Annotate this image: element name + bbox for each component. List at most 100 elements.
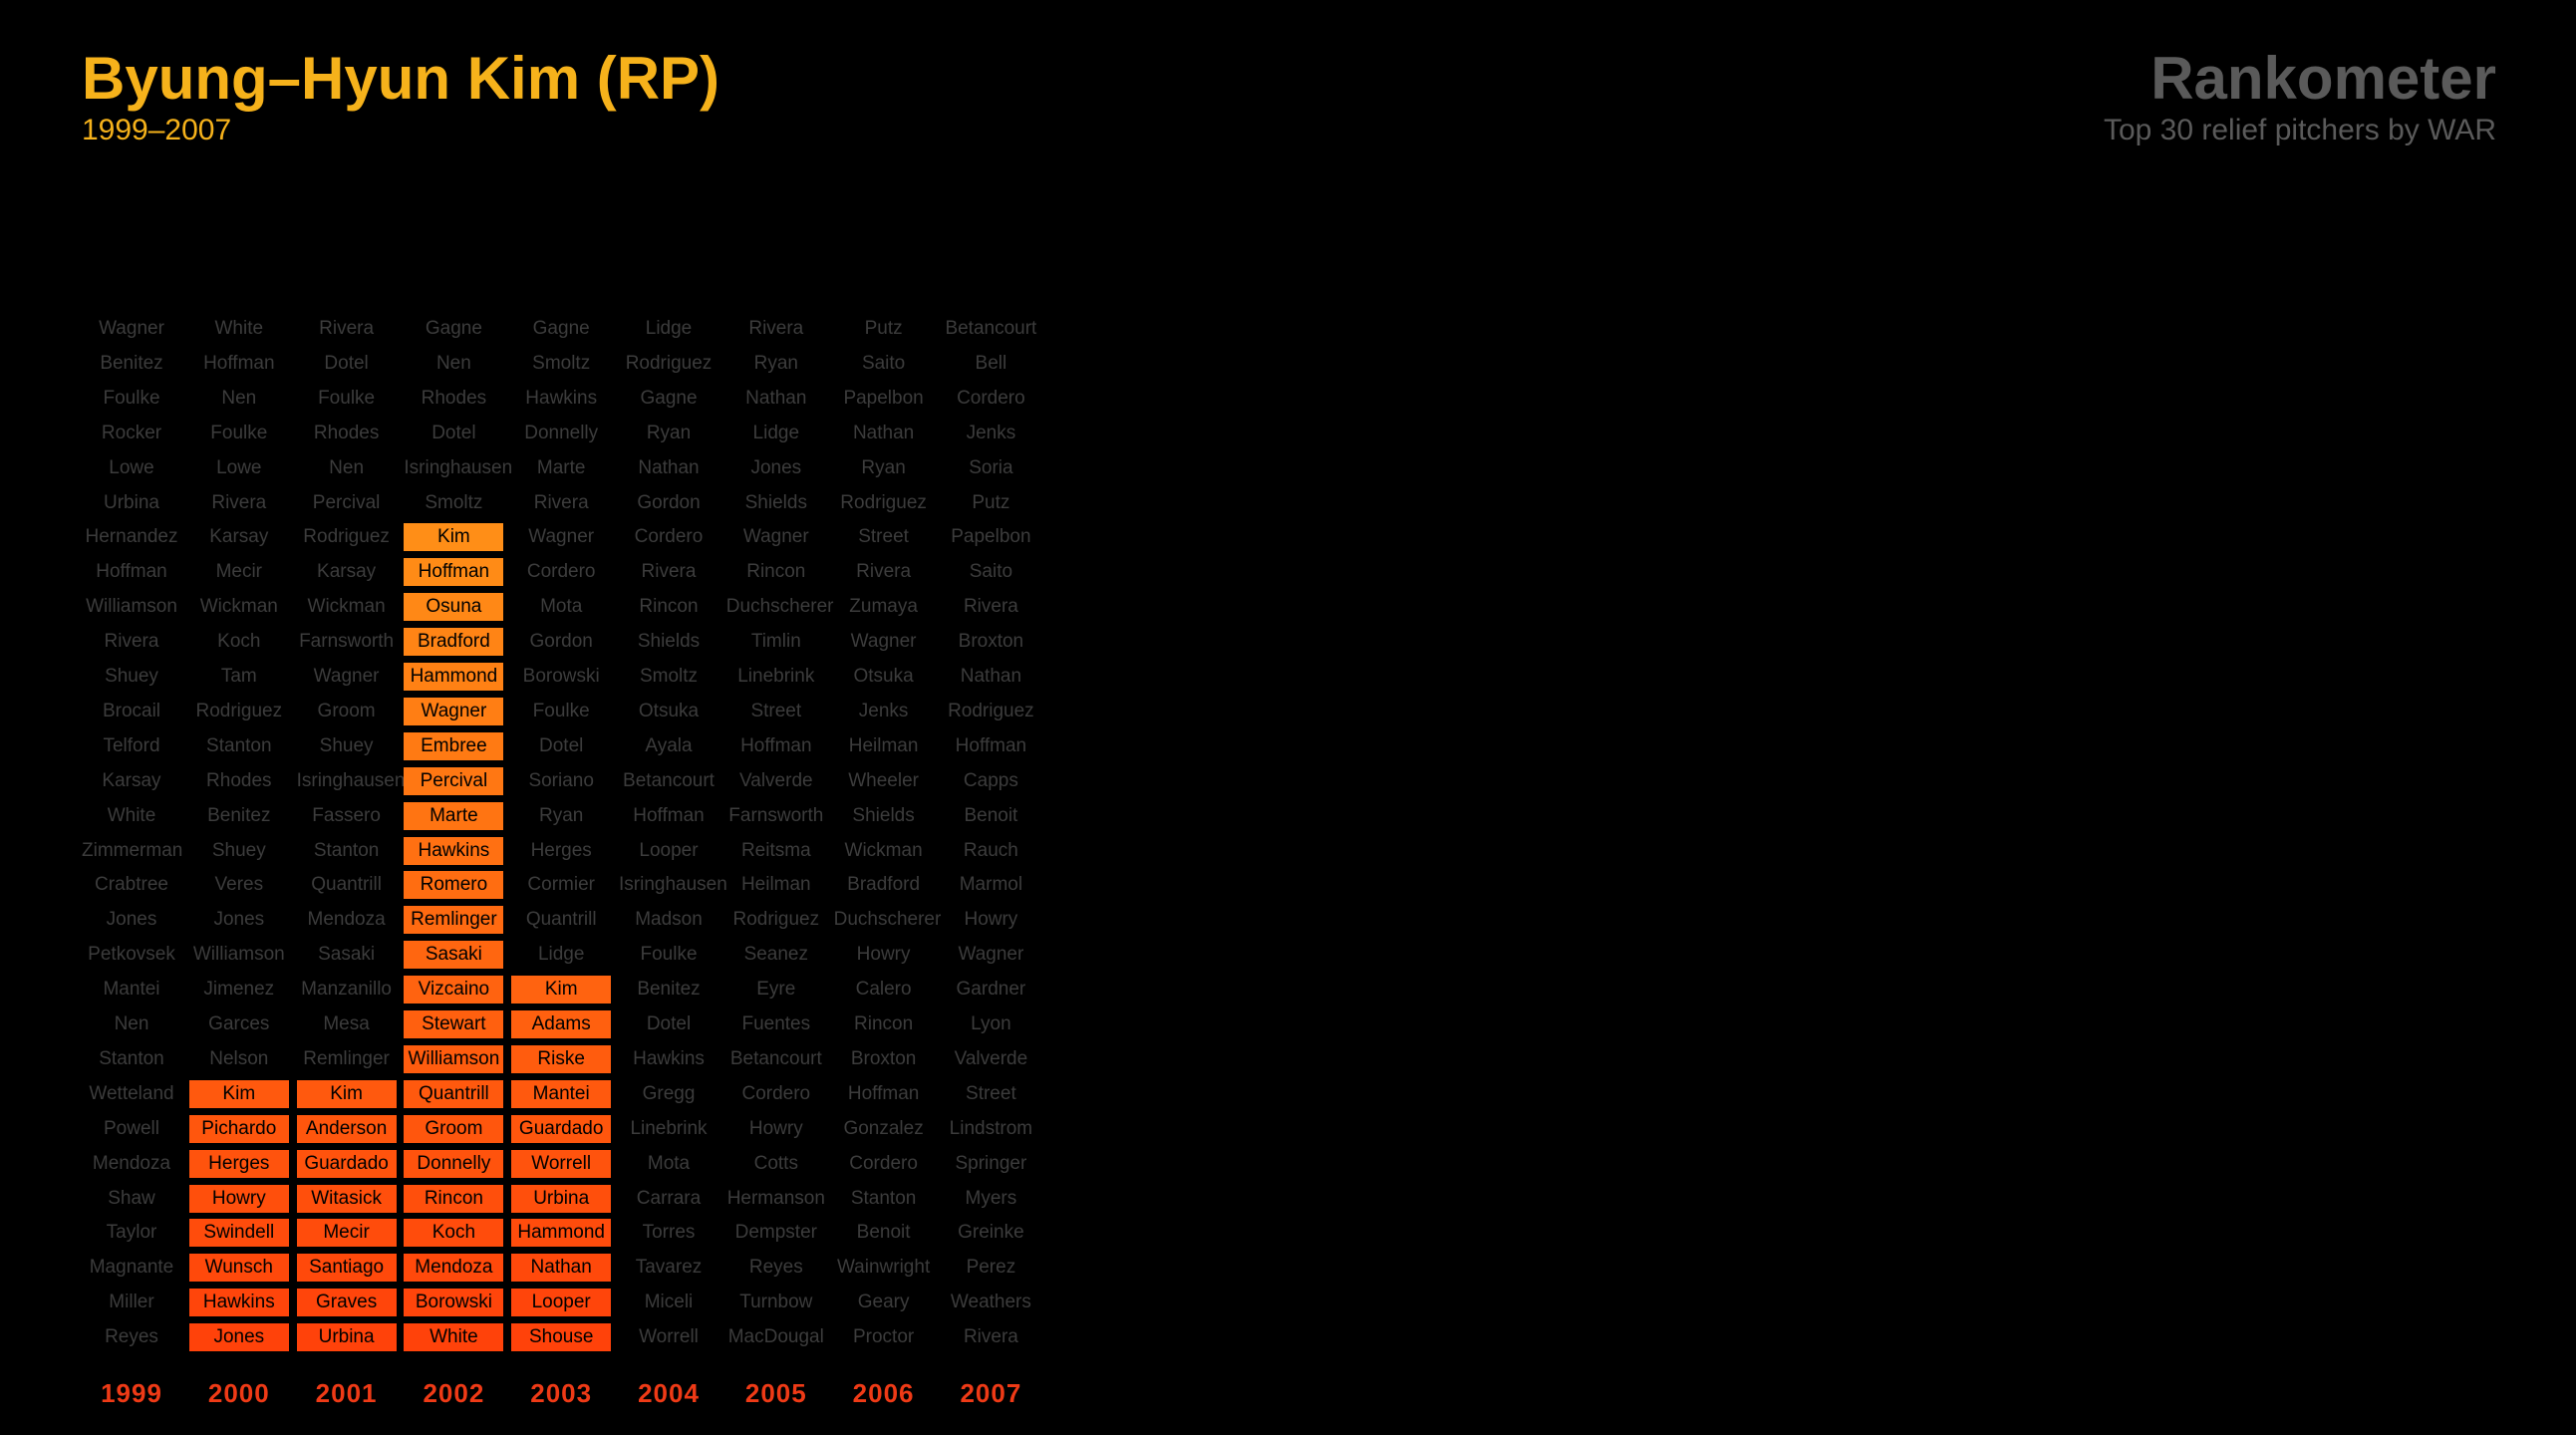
player-rank-cell: Rodriguez (303, 526, 390, 548)
player-rank-cell: Nathan (852, 422, 915, 443)
player-rank-cell: Lindstrom (949, 1117, 1033, 1139)
player-rank-cell: Hoffman (847, 1082, 920, 1104)
highlighted-player-cell: Kim (404, 523, 504, 552)
player-rank-cell: Foulke (210, 422, 268, 443)
player-rank-cell: Benitez (100, 352, 163, 374)
player-rank-cell: Cordero (526, 561, 596, 583)
player-rank-cell: Dotel (646, 1013, 692, 1034)
player-rank-cell: Stanton (206, 734, 272, 756)
player-rank-cell: Rincon (639, 596, 699, 618)
player-rank-cell: Rauch (963, 839, 1018, 861)
highlighted-player-cell: Riske (511, 1044, 612, 1073)
highlighted-player-cell: Swindell (188, 1219, 289, 1248)
highlighted-player-cell: Hammond (511, 1219, 612, 1248)
player-rank-cell: Howry (856, 944, 911, 966)
highlighted-player-cell: Sasaki (404, 941, 504, 970)
player-rank-cell: Foulke (532, 700, 590, 721)
player-rank-cell: Gardner (956, 979, 1026, 1001)
player-rank-cell: Dotel (431, 422, 476, 443)
player-rank-cell: Nathan (745, 387, 807, 409)
player-rank-cell: Rincon (854, 1013, 914, 1034)
player-rank-cell: Rivera (963, 1326, 1018, 1348)
player-rank-cell: Eyre (756, 979, 796, 1001)
player-rank-cell: Jones (106, 909, 157, 931)
highlighted-player-cell: Marte (404, 801, 504, 830)
player-rank-cell: Street (966, 1082, 1016, 1104)
player-rank-cell: Jones (750, 456, 802, 478)
player-rank-cell: Betancourt (729, 1047, 822, 1069)
player-rank-cell: Hernandez (85, 526, 178, 548)
player-rank-cell: Duchscherer (833, 909, 942, 931)
player-rank-cell: Mantei (103, 979, 160, 1001)
player-rank-cell: Wetteland (89, 1082, 174, 1104)
highlighted-player-cell: Rincon (404, 1184, 504, 1213)
year-label: 2000 (207, 1378, 270, 1408)
player-rank-cell: Lidge (645, 318, 693, 339)
player-rank-cell: Turnbow (739, 1292, 813, 1313)
player-rank-cell: Jimenez (203, 979, 275, 1001)
highlighted-player-cell: White (404, 1323, 504, 1352)
player-rank-cell: Mendoza (307, 909, 386, 931)
player-rank-cell: Quantrill (525, 909, 597, 931)
player-rank-cell: Linebrink (737, 666, 815, 687)
player-rank-cell: Shuey (211, 839, 266, 861)
player-rank-cell: Lowe (109, 456, 154, 478)
player-rank-cell: Soria (969, 456, 1013, 478)
year-label: 2006 (852, 1378, 915, 1408)
player-rank-cell: Nen (114, 1013, 149, 1034)
player-rank-cell: Shuey (105, 666, 158, 687)
player-rank-cell: Wickman (307, 596, 386, 618)
player-rank-cell: Madson (635, 909, 703, 931)
player-rank-cell: Karsay (209, 526, 269, 548)
player-rank-cell: Remlinger (303, 1047, 390, 1069)
player-rank-cell: Stanton (99, 1047, 164, 1069)
player-rank-cell: Isringhausen (619, 874, 727, 896)
year-range-subtitle: 1999–2007 (82, 114, 232, 146)
player-rank-cell: Rhodes (313, 422, 380, 443)
player-rank-cell: Rhodes (206, 769, 272, 791)
player-rank-cell: Karsay (317, 561, 377, 583)
player-rank-cell: Mota (647, 1152, 691, 1174)
player-rank-cell: Cormier (527, 874, 595, 896)
player-rank-cell: Heilman (740, 874, 811, 896)
player-rank-cell: Nelson (209, 1047, 269, 1069)
player-rank-cell: Marte (536, 456, 586, 478)
player-rank-cell: Rhodes (421, 387, 487, 409)
player-rank-cell: Hermanson (726, 1187, 825, 1209)
player-rank-cell: Gregg (642, 1082, 696, 1104)
player-rank-cell: Linebrink (630, 1117, 708, 1139)
player-rank-cell: Rodriguez (840, 491, 927, 513)
year-label: 2002 (423, 1378, 485, 1408)
player-rank-cell: Saito (969, 561, 1013, 583)
player-rank-cell: Nen (329, 456, 365, 478)
player-rank-cell: Rodriguez (948, 700, 1034, 721)
highlighted-player-cell: Kim (188, 1079, 289, 1108)
player-rank-cell: Stanton (850, 1187, 917, 1209)
player-rank-cell: Otsuka (853, 666, 914, 687)
player-rank-cell: Benoit (856, 1222, 911, 1244)
player-rank-cell: Zimmerman (82, 839, 183, 861)
player-rank-cell: Saito (861, 352, 906, 374)
player-rank-cell: Brocail (102, 700, 161, 721)
player-rank-cell: Ryan (539, 804, 584, 826)
player-rank-cell: Putz (864, 318, 903, 339)
highlighted-player-cell: Hawkins (404, 836, 504, 865)
player-rank-cell: Quantrill (311, 874, 382, 896)
highlighted-player-cell: Vizcaino (404, 976, 504, 1004)
player-rank-cell: Gordon (529, 631, 593, 653)
highlighted-player-cell: Quantrill (404, 1079, 504, 1108)
player-rank-cell: Isringhausen (404, 456, 513, 478)
player-rank-cell: Torres (642, 1222, 696, 1244)
highlighted-player-cell: Donnelly (404, 1149, 504, 1178)
player-rank-cell: Foulke (103, 387, 160, 409)
player-rank-cell: Wagner (742, 526, 809, 548)
player-rank-cell: Capps (963, 769, 1018, 791)
player-rank-cell: Rivera (104, 631, 159, 653)
player-rank-cell: Tavarez (635, 1257, 703, 1279)
player-rank-cell: Herges (530, 839, 592, 861)
player-rank-cell: Shaw (108, 1187, 155, 1209)
player-rank-cell: Dotel (539, 734, 584, 756)
player-rank-cell: Taylor (106, 1222, 157, 1244)
player-rank-cell: Magnante (89, 1257, 174, 1279)
brand-title: Rankometer (2150, 45, 2496, 112)
